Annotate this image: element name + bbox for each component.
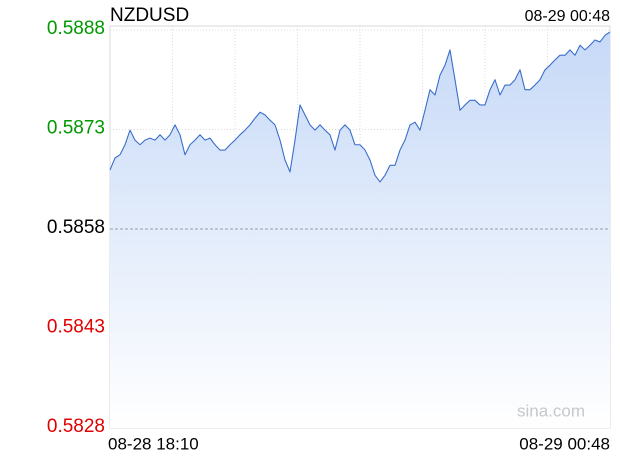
y-tick-label: 0.5843 (47, 317, 105, 338)
y-tick-label: 0.5858 (47, 217, 105, 238)
y-tick-label: 0.5888 (47, 18, 105, 39)
chart-title: NZDUSD (110, 5, 189, 26)
y-tick-label: 0.5873 (47, 118, 105, 139)
price-line (109, 31, 611, 183)
watermark: sina.com (517, 401, 585, 420)
timestamp: 08-29 00:48 (525, 8, 611, 25)
y-tick-label: 0.5828 (47, 416, 105, 437)
x-tick-label: 08-29 00:48 (519, 434, 610, 453)
area (110, 31, 610, 429)
x-tick-label: 08-28 18:10 (108, 434, 199, 453)
